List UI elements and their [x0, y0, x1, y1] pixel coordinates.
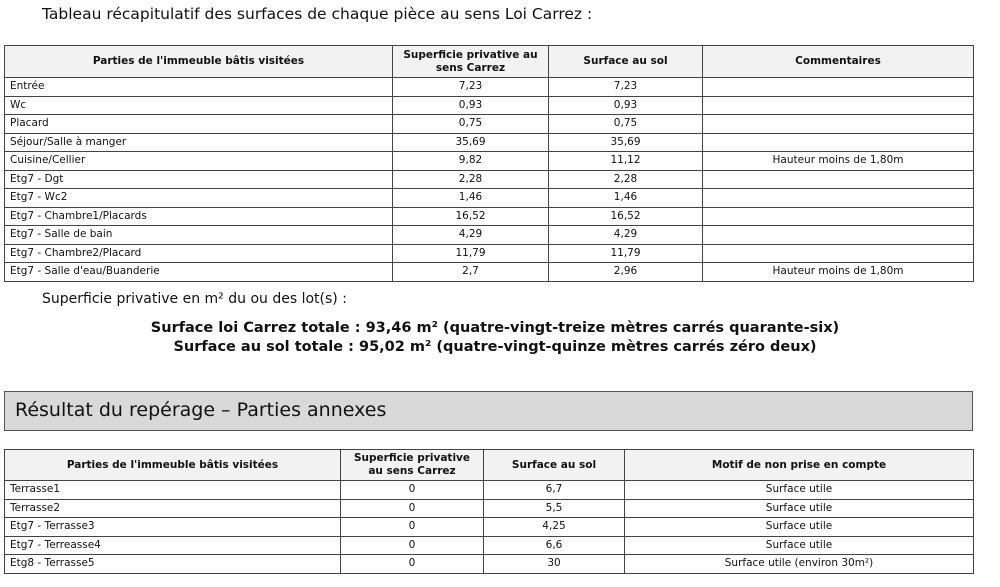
cell-sol: 5,5: [483, 498, 625, 518]
cell-comment: Surface utile (environ 30m²): [624, 554, 974, 574]
cell-carrez: 11,79: [392, 243, 549, 263]
section-header: Résultat du repérage – Parties annexes: [4, 391, 973, 431]
cell-carrez: 35,69: [392, 132, 549, 152]
table-row: Séjour/Salle à manger 35,69 35,69: [4, 132, 974, 152]
cell-carrez: 0: [340, 480, 484, 500]
cell-comment: [702, 188, 974, 208]
cell-sol: 35,69: [548, 132, 703, 152]
cell-sol: 16,52: [548, 206, 703, 226]
cell-sol: 0,75: [548, 114, 703, 134]
table-row: Etg7 - Terrasse3 0 4,25 Surface utile: [4, 517, 974, 537]
cell-room: Séjour/Salle à manger: [4, 132, 393, 152]
page-title: Tableau récapitulatif des surfaces de ch…: [42, 5, 593, 23]
table-row: Etg8 - Terrasse5 0 30 Surface utile (enviro…: [4, 554, 974, 574]
cell-sol: 4,25: [483, 517, 625, 537]
carrez-table: Parties de l'immeuble bâtis visitées Sup…: [4, 45, 974, 282]
carrez-total: Surface loi Carrez totale : 93,46 m² (qu…: [150, 320, 840, 336]
cell-sol: 11,12: [548, 151, 703, 171]
table-row: Cuisine/Cellier 9,82 11,12 Hauteur moins de…: [4, 151, 974, 171]
cell-carrez: 0,93: [392, 95, 549, 115]
cell-carrez: 0,75: [392, 114, 549, 134]
sol-total: Surface au sol totale : 95,02 m² (quatre…: [173, 339, 817, 355]
cell-carrez: 2,28: [392, 169, 549, 189]
table-row: Etg7 - Wc2 1,46 1,46: [4, 188, 974, 208]
cell-sol: 30: [483, 554, 625, 574]
cell-room: Etg8 - Terrasse5: [4, 554, 341, 574]
cell-carrez: 7,23: [392, 77, 549, 97]
cell-comment: Surface utile: [624, 498, 974, 518]
header-commentaires: Commentaires: [702, 45, 974, 78]
cell-comment: [702, 169, 974, 189]
header-sol: Surface au sol: [483, 449, 625, 481]
cell-carrez: 0: [340, 498, 484, 518]
table-row: Etg7 - Chambre2/Placard 11,79 11,79: [4, 243, 974, 263]
cell-comment: Hauteur moins de 1,80m: [702, 151, 974, 171]
cell-comment: [702, 114, 974, 134]
table-row: Placard 0,75 0,75: [4, 114, 974, 134]
cell-room: Wc: [4, 95, 393, 115]
cell-room: Terrasse2: [4, 498, 341, 518]
cell-sol: 2,28: [548, 169, 703, 189]
table-row: Etg7 - Dgt 2,28 2,28: [4, 169, 974, 189]
table-row: Etg7 - Chambre1/Placards 16,52 16,52: [4, 206, 974, 226]
cell-room: Entrée: [4, 77, 393, 97]
cell-carrez: 1,46: [392, 188, 549, 208]
cell-sol: 6,7: [483, 480, 625, 500]
cell-sol: 0,93: [548, 95, 703, 115]
table-row: Terrasse1 0 6,7 Surface utile: [4, 480, 974, 500]
cell-sol: 1,46: [548, 188, 703, 208]
cell-comment: Surface utile: [624, 535, 974, 555]
cell-carrez: 4,29: [392, 225, 549, 245]
table-row: Wc 0,93 0,93: [4, 95, 974, 115]
cell-room: Terrasse1: [4, 480, 341, 500]
summary-label: Superficie privative en m² du ou des lot…: [42, 291, 347, 307]
cell-room: Etg7 - Salle d'eau/Buanderie: [4, 262, 393, 282]
cell-room: Etg7 - Terrasse3: [4, 517, 341, 537]
cell-room: Etg7 - Chambre1/Placards: [4, 206, 393, 226]
cell-room: Placard: [4, 114, 393, 134]
cell-comment: [702, 206, 974, 226]
cell-sol: 2,96: [548, 262, 703, 282]
cell-sol: 6,6: [483, 535, 625, 555]
cell-comment: Surface utile: [624, 480, 974, 500]
cell-carrez: 0: [340, 535, 484, 555]
cell-comment: [702, 243, 974, 263]
annexes-table: Parties de l'immeuble bâtis visitées Sup…: [4, 449, 974, 574]
table-header-row: Parties de l'immeuble bâtis visitées Sup…: [4, 45, 974, 78]
cell-room: Etg7 - Terreasse4: [4, 535, 341, 555]
header-motif: Motif de non prise en compte: [624, 449, 974, 481]
cell-carrez: 16,52: [392, 206, 549, 226]
cell-comment: Hauteur moins de 1,80m: [702, 262, 974, 282]
section-title: Résultat du repérage – Parties annexes: [15, 399, 387, 421]
cell-sol: 7,23: [548, 77, 703, 97]
table-row: Terrasse2 0 5,5 Surface utile: [4, 498, 974, 518]
table-row: Etg7 - Salle d'eau/Buanderie 2,7 2,96 Haute…: [4, 262, 974, 282]
header-carrez: Superficie privative au sens Carrez: [340, 449, 484, 481]
cell-comment: Surface utile: [624, 517, 974, 537]
cell-comment: [702, 132, 974, 152]
cell-sol: 11,79: [548, 243, 703, 263]
cell-comment: [702, 77, 974, 97]
header-parties: Parties de l'immeuble bâtis visitées: [4, 449, 341, 481]
cell-carrez: 9,82: [392, 151, 549, 171]
cell-carrez: 0: [340, 554, 484, 574]
cell-sol: 4,29: [548, 225, 703, 245]
header-carrez: Superficie privative au sens Carrez: [392, 45, 549, 78]
cell-comment: [702, 95, 974, 115]
cell-room: Etg7 - Chambre2/Placard: [4, 243, 393, 263]
cell-carrez: 2,7: [392, 262, 549, 282]
header-parties: Parties de l'immeuble bâtis visitées: [4, 45, 393, 78]
table-row: Etg7 - Salle de bain 4,29 4,29: [4, 225, 974, 245]
cell-comment: [702, 225, 974, 245]
table-row: Entrée 7,23 7,23: [4, 77, 974, 97]
cell-room: Cuisine/Cellier: [4, 151, 393, 171]
cell-room: Etg7 - Dgt: [4, 169, 393, 189]
cell-room: Etg7 - Salle de bain: [4, 225, 393, 245]
table-row: Etg7 - Terreasse4 0 6,6 Surface utile: [4, 535, 974, 555]
header-sol: Surface au sol: [548, 45, 703, 78]
cell-carrez: 0: [340, 517, 484, 537]
table-header-row: Parties de l'immeuble bâtis visitées Sup…: [4, 449, 974, 481]
cell-room: Etg7 - Wc2: [4, 188, 393, 208]
